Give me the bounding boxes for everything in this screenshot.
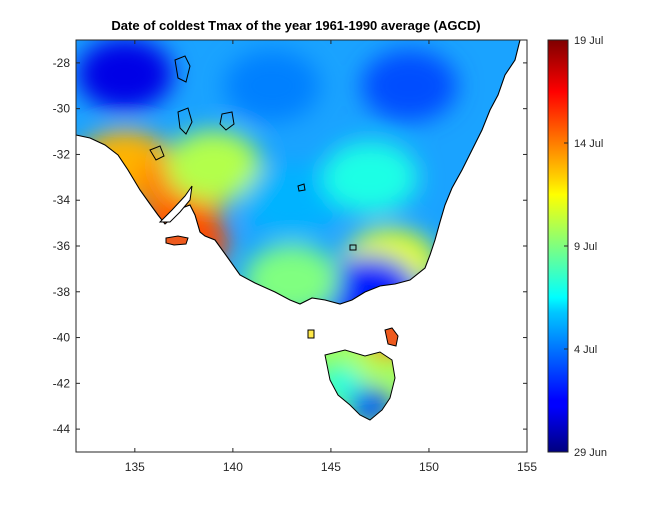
- y-tick-label: -32: [53, 147, 71, 161]
- colorbar-label: 19 Jul: [574, 35, 603, 47]
- spencer-gulf-water: [158, 185, 193, 223]
- tasmania-coastline: [324, 349, 396, 421]
- y-tick-label: -28: [53, 56, 71, 70]
- region-northwest-interior: [77, 40, 174, 111]
- y-axis: -28 -30 -32 -34 -36 -38 -40 -42 -44: [53, 56, 527, 436]
- y-tick-label: -38: [53, 285, 71, 299]
- y-tick-label: -40: [53, 331, 71, 345]
- y-tick-label: -42: [53, 376, 71, 390]
- y-tick-label: -44: [53, 422, 71, 436]
- x-axis: 135 140 145 150 155: [125, 40, 537, 474]
- flinders-island: [384, 327, 399, 347]
- region-flinders-area: [165, 129, 262, 202]
- region-murray-basin: [243, 164, 340, 237]
- x-tick-label: 145: [321, 460, 341, 474]
- y-tick-label: -30: [53, 102, 71, 116]
- chart-title: Date of coldest Tmax of the year 1961-19…: [111, 18, 480, 33]
- colorbar-ticks: 19 Jul 14 Jul 9 Jul 4 Jul 29 Jun: [564, 35, 607, 459]
- y-tick-label: -36: [53, 239, 71, 253]
- mainland-coastline: [75, 39, 521, 305]
- colorbar-label: 9 Jul: [574, 241, 597, 253]
- region-central-north: [224, 49, 321, 122]
- colorbar-label: 29 Jun: [574, 447, 607, 459]
- inland-lakes: [149, 55, 357, 251]
- x-tick-label: 150: [419, 460, 439, 474]
- kangaroo-island: [165, 235, 189, 246]
- king-island: [307, 329, 315, 339]
- y-tick-label: -34: [53, 193, 71, 207]
- region-east-interior: [322, 141, 419, 214]
- colorbar-label: 14 Jul: [574, 138, 603, 150]
- region-northeast-interior: [361, 49, 458, 122]
- colorbar-label: 4 Jul: [574, 344, 597, 356]
- x-tick-label: 140: [223, 460, 243, 474]
- x-tick-label: 155: [517, 460, 537, 474]
- x-tick-label: 135: [125, 460, 145, 474]
